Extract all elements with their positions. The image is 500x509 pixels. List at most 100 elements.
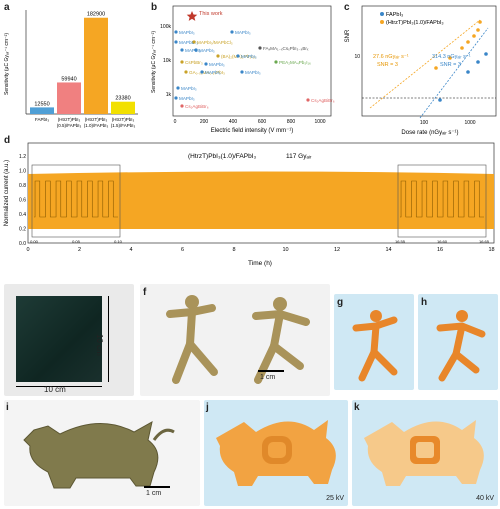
bar-value-0: 12550 [34,101,49,107]
photo-k-xray: k 40 kV [352,400,498,506]
xtick-d-9: 18 [488,247,494,253]
dim-v: 10 cm [95,334,104,356]
panel-b: b Sensitivity (µC Gyₐᵢᵣ⁻¹ cm⁻²) Electric… [145,0,335,140]
annotation-1b: SNR = 3 [377,62,398,68]
kv-j: 25 kV [326,495,344,502]
panel-label-c: c [344,2,350,13]
bar-category-3: (1.5)/FAPbI₃ [111,123,136,128]
xtick-b-1: 200 [200,119,209,125]
scatter-label-17: Cs₂AgBiBr₆ [311,98,335,103]
bar-category-3: (HtrzT)PbI₃ [112,117,135,122]
bar-3 [111,101,135,114]
panel-d: d 0.00 0.05 0.10 16.55 16.60 16.65 (HtrzT)PbI… [0,135,500,270]
pig-shape [23,421,159,489]
bar-value-3: 23380 [115,96,130,102]
panel-label-g: g [337,297,344,308]
ytick-c: 10 [354,54,360,60]
scatter-label-15: MAPbI₃ [181,86,197,91]
figure-1 [166,295,218,384]
scatter-point-2 [180,48,184,52]
inset2-tick-0: 16.55 [395,239,406,244]
scale-bar-i [144,486,170,488]
scatter-label-1: MAPbBr₃ [179,40,198,45]
xlabel-c: Dose rate (nGyₐᵢᵣ s⁻¹) [401,130,458,136]
scatter-point-7 [216,54,220,58]
ylabel-b: Sensitivity (µC Gyₐᵢᵣ⁻¹ cm⁻²) [151,31,157,93]
xtick-d-0: 0 [26,247,29,253]
point-htrzt-2 [460,46,464,50]
scatter-point-15 [176,86,180,90]
dim-line-v [108,296,109,382]
xtick-d-2: 4 [129,247,132,253]
scale-f: 1 cm [260,374,276,381]
dose-d: 117 Gyₐᵢᵣ [286,153,312,160]
scatter-label-11: PEA₂MA₄Pb₅I₁₆ [279,60,311,65]
ytick-d-1: 0.2 [19,227,26,233]
scatter-label-12: GA₀.₀₃MA₀.₉₇PbI₃ [189,70,225,75]
panel-c: c FAPbI₃ (HtrzT)PbI₃(1.0)/FAPbI₃ 27.6 nG… [340,0,500,140]
bar-0 [30,107,54,114]
panel-label-h: h [421,297,428,308]
scatter-label-10: MAPbI₃ [209,62,225,67]
xtick-d-4: 8 [232,247,235,253]
scale-i: 1 cm [146,490,162,497]
bar-value-2: 182900 [87,12,105,18]
panel-label-b: b [151,2,158,13]
scatter-label-6: FAₓMA₁₋ₓCsₓPbI₃₋ₓBrₓ [263,46,309,51]
kv-k: 40 kV [476,495,494,502]
inset2-tick-2: 16.65 [479,239,490,244]
figure-2 [252,297,310,384]
ylabel-c: SNR [345,29,351,42]
bar-value-1: 59940 [61,76,76,82]
annotation-1: 27.6 nGyₐᵢᵣ s⁻¹ [373,54,409,60]
ytick-b-2: 10k [163,58,172,64]
scatter-point-10 [204,62,208,66]
wafer [16,296,102,382]
scatter-point-1 [174,40,178,44]
scatter-label-16: MAPbI₃ [179,96,195,101]
xtick-b-5: 1000 [314,119,325,125]
dim-line-h [16,386,102,387]
point-fapbi3-2 [476,60,480,64]
panel-a: a 12550 FAPbI₃ 59940 (HtrzT)PbI₃ (0.5)/FAPbI… [0,0,140,140]
scatter-point-6 [258,46,262,50]
scatter-label-18: Cs₂AgBiBr₆ [185,104,209,109]
scatter-label-4: MAPbI₃/MAPbCl₃ [197,40,233,45]
panel-label-d: d [4,135,11,146]
inset1-tick-2: 0.10 [114,239,123,244]
scatter-point-17 [306,98,310,102]
title-d: (HtrzT)PbI₃(1.0)/FAPbI₃ [188,153,256,160]
legend-marker-fapbi3 [380,12,384,16]
scatter-label-9: CsPbBr₃ [185,60,203,65]
scatter-point-18 [180,104,184,108]
point-htrzt-4 [472,34,476,38]
photo-i-pig: i 1 cm [4,400,200,506]
ytick-b-3: 100k [160,24,171,30]
xtick-b-3: 600 [258,119,267,125]
bar-category-2: (HtrzT)PbI₃ [85,117,108,122]
ytick-b-1: 1k [166,92,172,98]
panel-label-j: j [206,402,209,413]
xtick-b-2: 400 [229,119,238,125]
scatter-point-11 [274,60,278,64]
dim-h: 10 cm [44,385,66,394]
this-work-label: This work [199,11,223,17]
xtick-c-1: 100 [420,120,429,126]
bar-category-1: (HtrzT)PbI₃ [58,117,81,122]
bar-chart-a: 12550FAPbI₃59940(HtrzT)PbI₃(0.5)/FAPbI₃1… [4,10,138,128]
scatter-point-12 [184,70,188,74]
legend-htrzt: (HtrzT)PbI₃(1.0)/FAPbI₃ [386,20,444,26]
inset1-tick-0: 0.00 [30,239,39,244]
xtick-d-7: 14 [385,247,391,253]
inset2-tick-1: 16.60 [437,239,448,244]
bar-1 [57,82,81,114]
panel-label-k: k [354,402,360,413]
scatter-point-13 [200,70,204,74]
ylabel-a: Sensitivity (µC Gyₐᵢᵣ⁻¹ cm⁻²) [4,33,10,95]
photo-e-wafer: 10 cm 10 cm [4,284,134,396]
ytick-d-4: 0.8 [19,183,26,189]
xtick-d-8: 16 [437,247,443,253]
ylabel-d: Normalized current (a.u.) [4,160,10,226]
point-htrzt-1 [448,56,452,60]
ytick-d-5: 1.0 [19,169,26,175]
